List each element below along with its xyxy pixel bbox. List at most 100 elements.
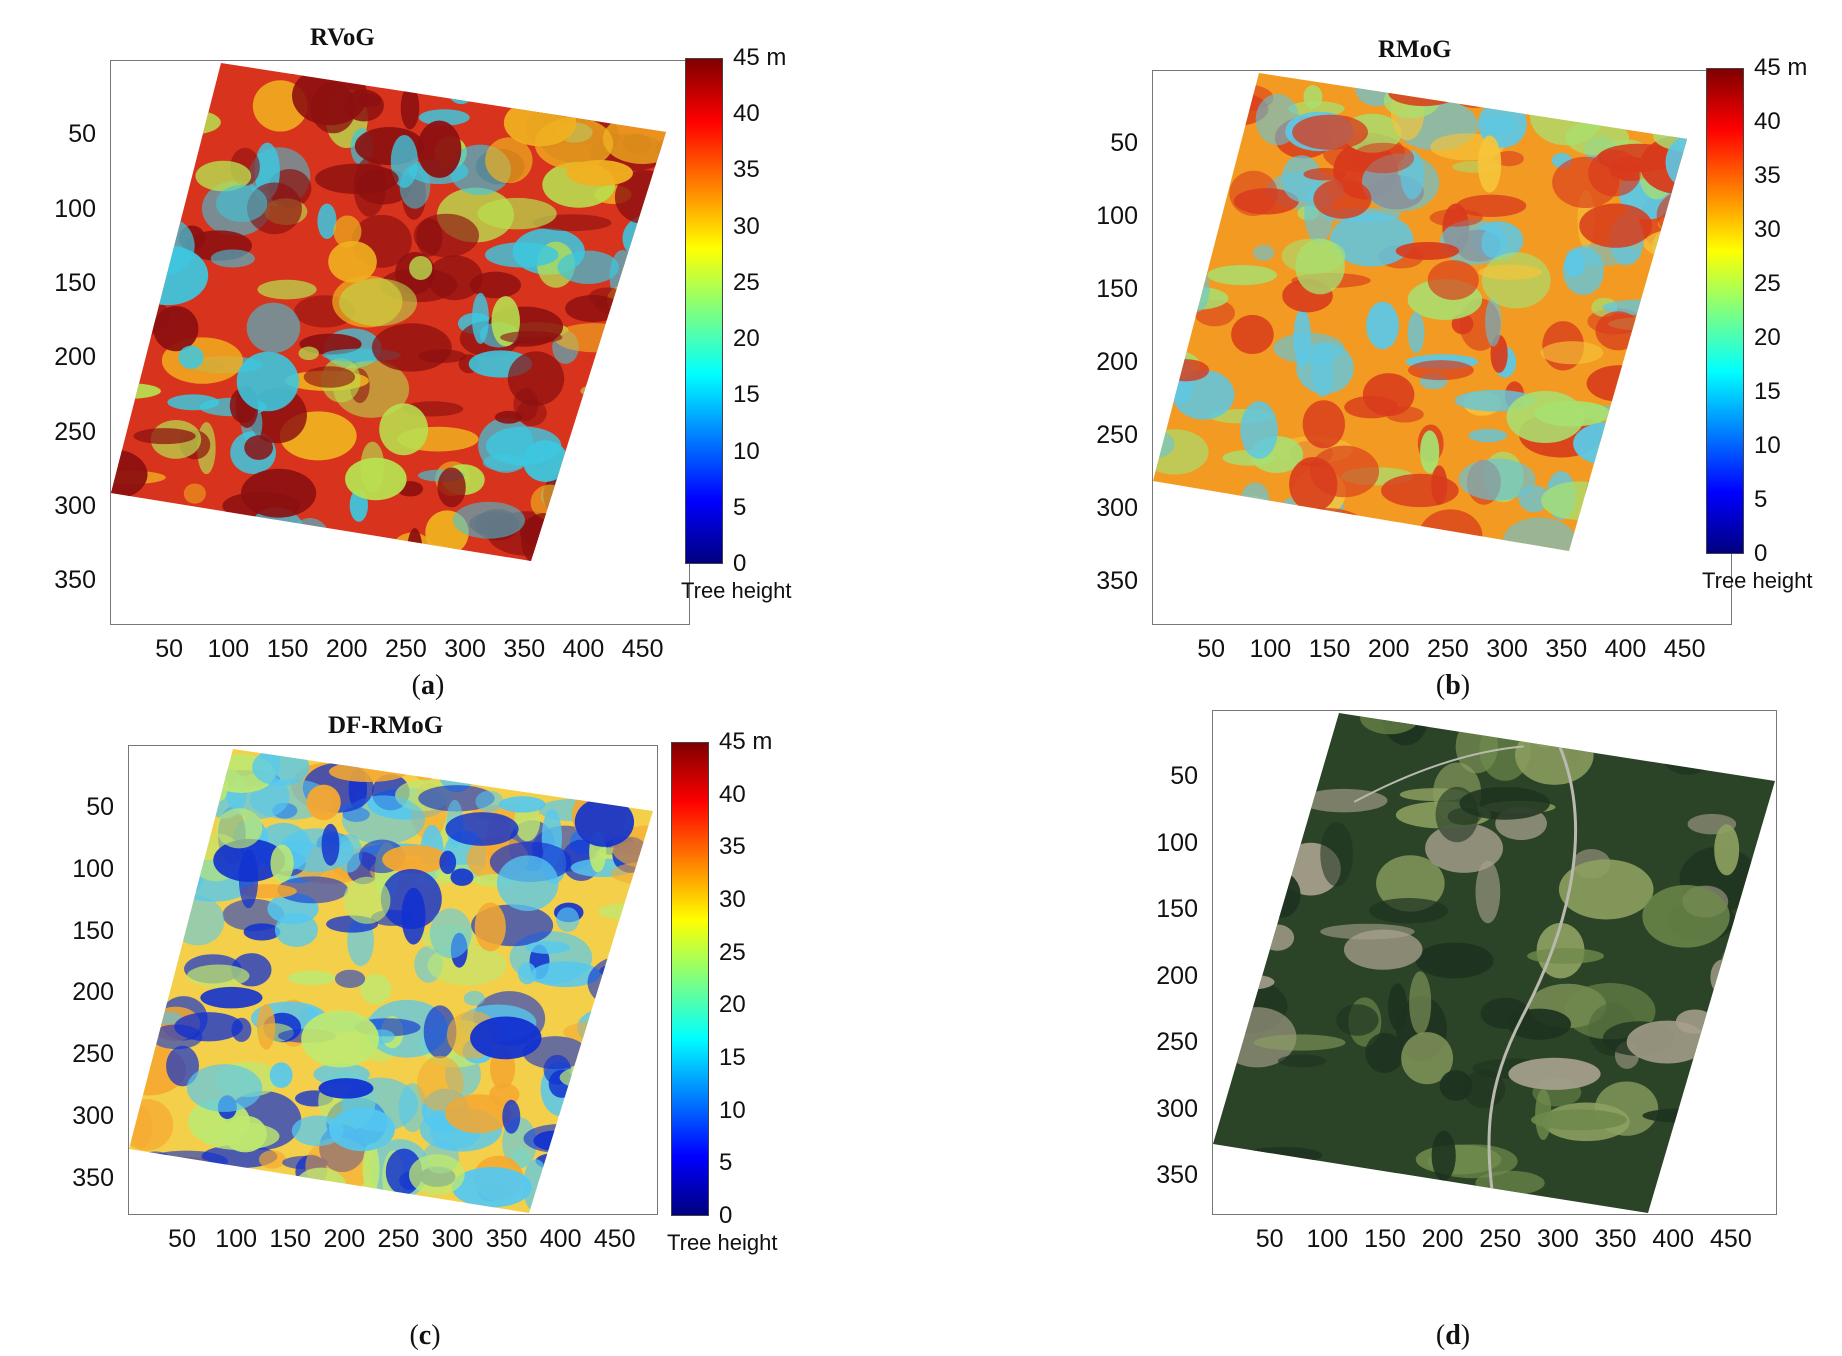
x-tick-label: 150 [266,635,309,663]
colorbar-tick-label: 30 [733,212,760,240]
colorbar-label: Tree height [1702,568,1813,593]
colorbar-label: Tree height [667,1230,778,1255]
y-tick-label: 350 [1096,567,1138,596]
x-tick-label: 400 [1604,635,1647,663]
subfigure-caption: (d) [1435,1320,1471,1351]
x-tick-label: 450 [593,1225,636,1253]
y-tick-label: 250 [54,417,96,446]
x-tick-label: 400 [539,1225,582,1253]
x-tick-label: 150 [269,1225,312,1253]
colorbar-tick-label: 10 [1754,432,1781,459]
subfigure-caption: (c) [409,1320,441,1351]
x-tick-label: 450 [1663,635,1706,663]
y-tick-label: 350 [1156,1161,1198,1190]
y-tick-label: 100 [54,194,96,223]
subfigure-caption: (a) [411,670,445,701]
y-tick-label: 50 [68,120,96,149]
x-tick-label: 50 [1197,635,1226,663]
x-tick-label: 250 [385,635,427,663]
colorbar-tick-label: 25 [733,268,760,296]
x-tick-label: 100 [1249,635,1292,663]
y-tick-label: 300 [72,1102,114,1131]
colorbar-tick-label: 45 m [1754,54,1808,81]
x-tick-label: 250 [377,1225,420,1253]
x-tick-label: 400 [1652,1225,1695,1253]
y-tick-label: 350 [72,1163,114,1192]
x-tick-label: 300 [431,1225,474,1253]
y-tick-label: 50 [86,792,114,821]
plot-area [110,60,690,625]
x-tick-label: 100 [1306,1225,1349,1253]
x-tick-label: 150 [1364,1225,1406,1253]
colorbar-tick-label: 15 [1754,378,1781,405]
panel-title: RMoG [1378,36,1452,63]
plot-area [128,745,658,1215]
x-tick-label: 50 [1255,1225,1284,1253]
y-tick-label: 250 [72,1040,114,1069]
colorbar-tick-label: 40 [719,780,746,808]
x-tick-label: 150 [1308,635,1351,663]
tree-height-map [111,63,666,561]
colorbar-tick-label: 30 [719,886,746,913]
x-tick-label: 250 [1479,1225,1522,1253]
y-tick-label: 150 [72,916,114,945]
y-tick-label: 100 [1156,828,1198,857]
plot-area [1212,710,1777,1215]
x-tick-label: 350 [1545,635,1588,663]
y-tick-label: 100 [1096,202,1138,231]
x-tick-label: 300 [444,635,486,663]
x-tick-label: 300 [1486,635,1528,663]
y-tick-label: 200 [54,343,96,372]
colorbar-tick-label: 10 [733,437,760,465]
colorbar-tick-label: 5 [719,1149,733,1177]
colorbar-tick-label: 30 [1754,216,1781,243]
colorbar [671,742,709,1216]
subfigure-caption: (b) [1435,670,1471,701]
y-tick-label: 200 [72,978,114,1007]
colorbar-tick-label: 0 [733,550,747,577]
plot-area [1152,70,1732,625]
colorbar-tick-label: 35 [733,156,760,184]
x-tick-label: 350 [485,1225,528,1253]
colorbar-tick-label: 0 [1754,540,1768,567]
colorbar-label: Tree height [681,578,792,603]
y-tick-label: 150 [1096,275,1138,304]
x-tick-label: 400 [562,635,605,663]
x-tick-label: 50 [168,1225,196,1253]
colorbar-tick-label: 20 [733,325,760,353]
x-tick-label: 350 [1594,1225,1637,1253]
x-tick-label: 100 [207,635,250,663]
y-tick-label: 150 [1156,895,1198,924]
y-tick-label: 50 [1170,762,1198,791]
x-tick-label: 200 [325,635,368,663]
x-tick-label: 300 [1537,1225,1579,1253]
colorbar-tick-label: 35 [719,833,746,861]
x-tick-label: 200 [323,1225,366,1253]
y-tick-label: 200 [1096,348,1138,377]
x-tick-label: 200 [1367,635,1410,663]
tree-height-map [1153,73,1687,551]
colorbar-tick-label: 5 [733,493,747,521]
y-tick-label: 50 [1110,129,1138,158]
y-tick-label: 150 [54,269,96,298]
colorbar-tick-label: 45 m [733,44,787,71]
x-tick-label: 200 [1421,1225,1464,1253]
panel-title: RVoG [310,24,375,51]
x-tick-label: 100 [215,1225,258,1253]
colorbar-tick-label: 15 [719,1044,746,1071]
colorbar [1706,68,1744,554]
satellite-image [1213,713,1775,1213]
colorbar-tick-label: 25 [719,938,746,966]
colorbar-tick-label: 20 [1754,324,1781,351]
panel-title: DF-RMoG [328,712,444,739]
colorbar-tick-label: 10 [719,1096,746,1124]
y-tick-label: 350 [54,566,96,595]
y-tick-label: 300 [54,492,96,521]
y-tick-label: 100 [72,854,114,883]
colorbar-tick-label: 40 [1754,108,1781,135]
x-tick-label: 450 [1710,1225,1752,1253]
colorbar-tick-label: 25 [1754,270,1781,297]
colorbar-tick-label: 5 [1754,486,1768,513]
colorbar-tick-label: 15 [733,381,760,409]
x-tick-label: 450 [621,635,664,663]
